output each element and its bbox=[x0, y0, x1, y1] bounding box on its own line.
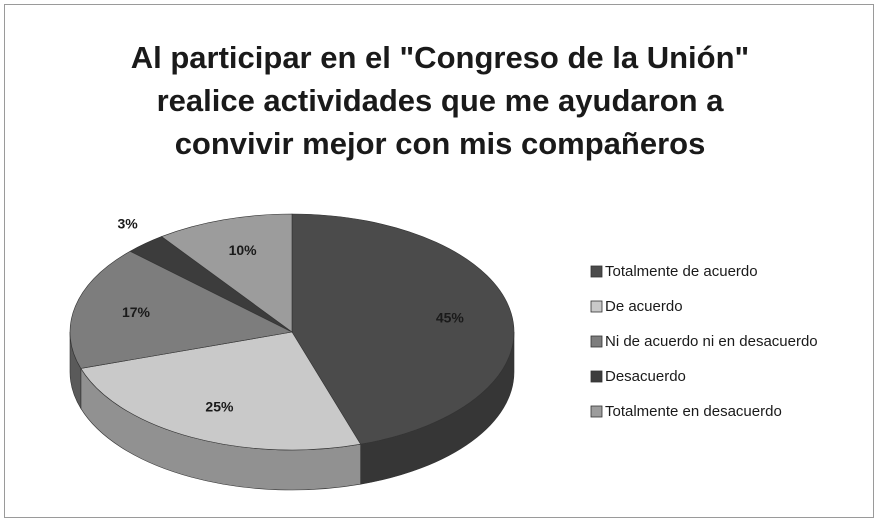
slice bbox=[291, 213, 515, 445]
data-label: 3% bbox=[117, 216, 138, 232]
chart-frame bbox=[4, 4, 874, 518]
legend-label: De acuerdo bbox=[605, 298, 683, 315]
slice bbox=[69, 250, 293, 369]
data-label: 10% bbox=[229, 242, 258, 258]
chart-title: Al participar en el "Congreso de la Unió… bbox=[130, 40, 750, 161]
legend-swatch bbox=[590, 405, 603, 418]
legend-label: Desacuerdo bbox=[605, 368, 686, 385]
legend-swatch bbox=[590, 265, 603, 278]
legend-label: Totalmente en desacuerdo bbox=[605, 403, 782, 420]
data-label: 25% bbox=[205, 398, 234, 414]
slice bbox=[160, 213, 293, 333]
legend-swatch bbox=[590, 370, 603, 383]
legend-label: Ni de acuerdo ni en desacuerdo bbox=[605, 333, 818, 350]
data-label: 17% bbox=[122, 304, 151, 320]
legend-label: Totalmente de acuerdo bbox=[605, 263, 758, 280]
legend-swatch bbox=[590, 300, 603, 313]
legend-swatch bbox=[590, 335, 603, 348]
data-label: 45% bbox=[436, 309, 465, 325]
slice bbox=[80, 331, 362, 451]
